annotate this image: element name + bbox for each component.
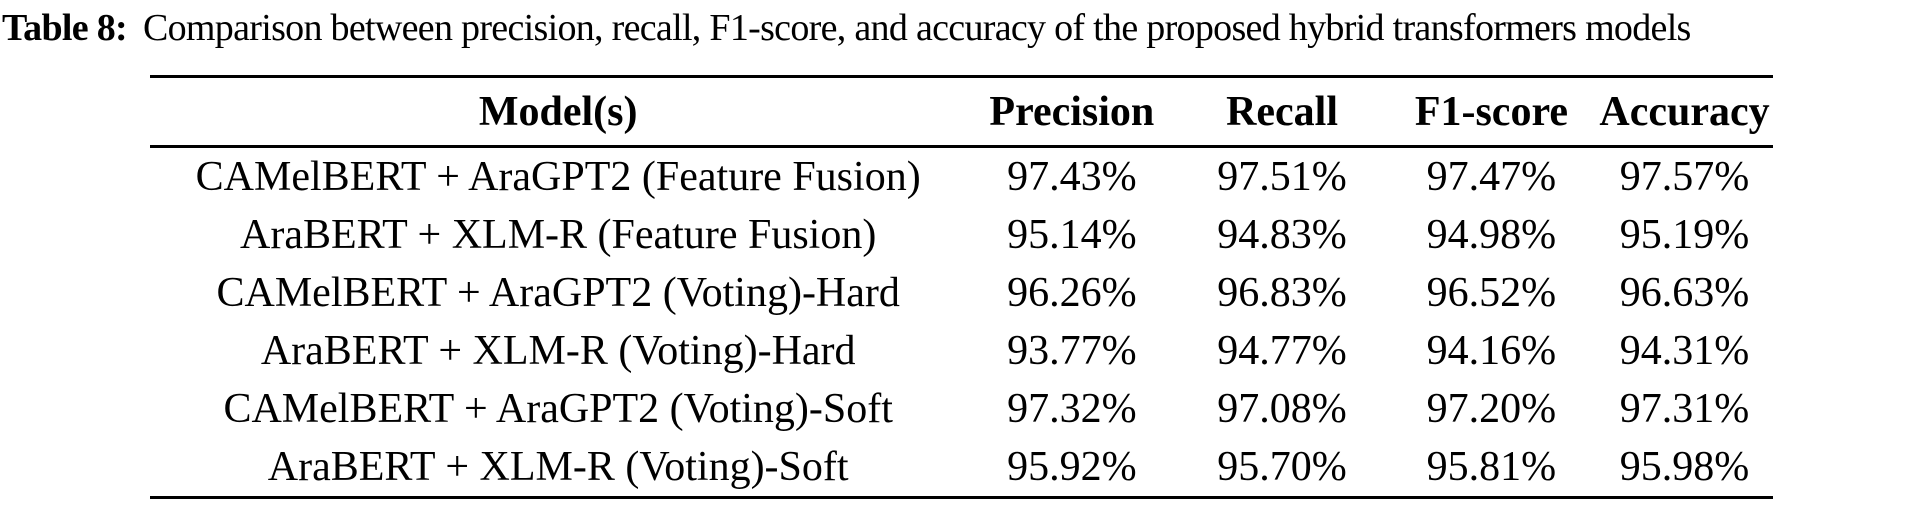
accuracy-cell: 95.19% bbox=[1619, 212, 1750, 258]
precision-cell: 97.43% bbox=[1007, 154, 1137, 200]
model-cell: AraBERT + XLM-R (Voting)-Soft bbox=[267, 444, 849, 490]
precision-cell: 96.26% bbox=[1007, 270, 1137, 316]
accuracy-cell: 96.63% bbox=[1619, 270, 1750, 316]
recall-cell: 97.08% bbox=[1217, 386, 1347, 432]
table-caption-label: Table 8: bbox=[2, 7, 128, 49]
precision-cell: 97.32% bbox=[1007, 386, 1137, 432]
f1-score-cell: 96.52% bbox=[1426, 270, 1557, 316]
recall-cell: 97.51% bbox=[1217, 154, 1347, 200]
f1-score-cell: 95.81% bbox=[1426, 444, 1557, 490]
model-cell: CAMelBERT + AraGPT2 (Voting)-Hard bbox=[216, 270, 900, 316]
table-row: AraBERT + XLM-R (Feature Fusion) 95.14% … bbox=[150, 206, 1773, 264]
recall-cell: 95.70% bbox=[1217, 444, 1347, 490]
f1-score-cell: 97.20% bbox=[1426, 386, 1557, 432]
table-row: AraBERT + XLM-R (Voting)-Soft 95.92% 95.… bbox=[150, 438, 1773, 498]
precision-cell: 93.77% bbox=[1007, 328, 1137, 374]
model-cell: CAMelBERT + AraGPT2 (Voting)-Soft bbox=[223, 386, 893, 432]
accuracy-cell: 97.31% bbox=[1619, 386, 1750, 432]
column-header-recall: Recall bbox=[1226, 88, 1339, 135]
f1-score-cell: 94.16% bbox=[1426, 328, 1557, 374]
table-row: AraBERT + XLM-R (Voting)-Hard 93.77% 94.… bbox=[150, 322, 1773, 380]
accuracy-cell: 94.31% bbox=[1619, 328, 1750, 374]
recall-cell: 94.77% bbox=[1217, 328, 1347, 374]
column-header-accuracy: Accuracy bbox=[1599, 88, 1770, 135]
precision-cell: 95.14% bbox=[1007, 212, 1137, 258]
table-row: CAMelBERT + AraGPT2 (Voting)-Soft 97.32%… bbox=[150, 380, 1773, 438]
results-table: Model(s) Precision Recall F1-score Accur… bbox=[150, 75, 1773, 499]
accuracy-cell: 97.57% bbox=[1619, 154, 1750, 200]
table-caption-text: Comparison between precision, recall, F1… bbox=[142, 7, 1691, 49]
accuracy-cell: 95.98% bbox=[1619, 444, 1750, 490]
column-header-models: Model(s) bbox=[478, 88, 638, 135]
column-header-precision: Precision bbox=[989, 88, 1155, 135]
table-row: CAMelBERT + AraGPT2 (Feature Fusion) 97.… bbox=[150, 147, 1773, 207]
model-cell: AraBERT + XLM-R (Voting)-Hard bbox=[260, 328, 856, 374]
model-cell: AraBERT + XLM-R (Feature Fusion) bbox=[240, 212, 877, 258]
column-header-f1-score: F1-score bbox=[1414, 88, 1568, 135]
table-caption: Table 8: Comparison between precision, re… bbox=[2, 4, 1918, 52]
recall-cell: 96.83% bbox=[1217, 270, 1347, 316]
table-header-row: Model(s) Precision Recall F1-score Accur… bbox=[150, 77, 1773, 147]
recall-cell: 94.83% bbox=[1217, 212, 1347, 258]
precision-cell: 95.92% bbox=[1007, 444, 1137, 490]
model-cell: CAMelBERT + AraGPT2 (Feature Fusion) bbox=[195, 154, 921, 200]
f1-score-cell: 94.98% bbox=[1426, 212, 1557, 258]
table-row: CAMelBERT + AraGPT2 (Voting)-Hard 96.26%… bbox=[150, 264, 1773, 322]
f1-score-cell: 97.47% bbox=[1426, 154, 1557, 200]
